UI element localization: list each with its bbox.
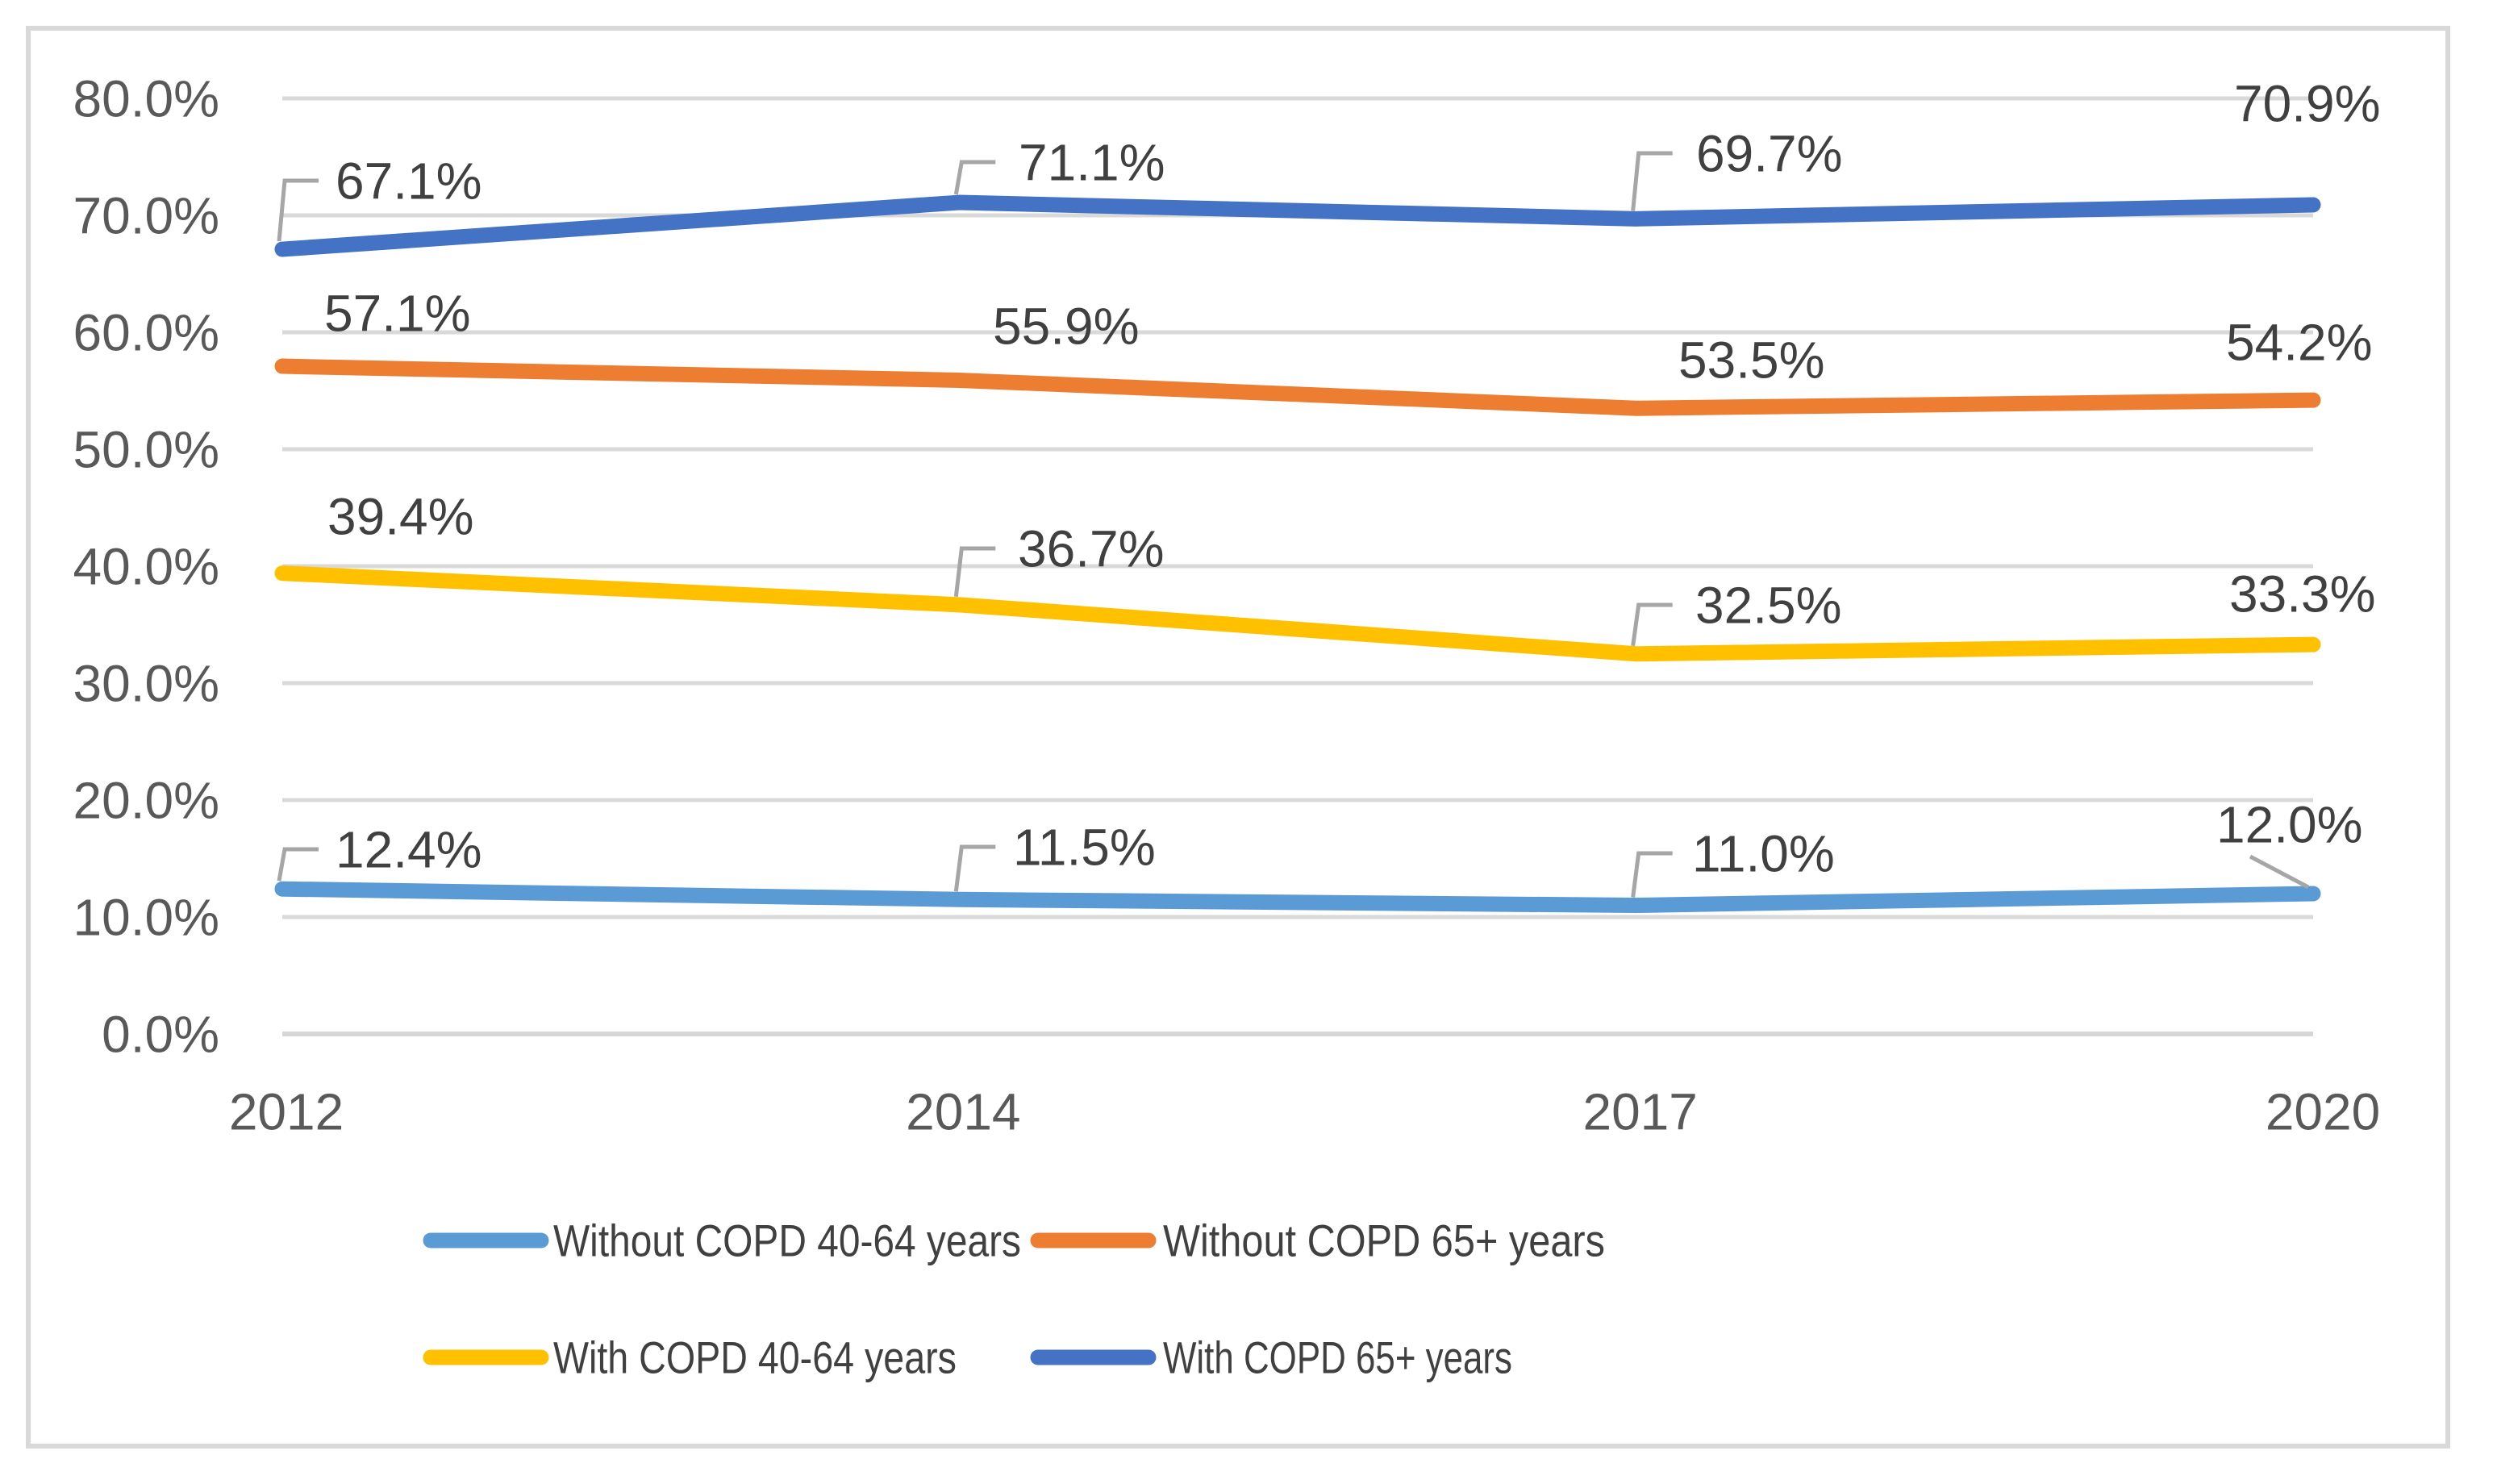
data-label-without-copd-40-64-years: 12.4% bbox=[336, 820, 481, 878]
x-axis-tick-label: 2014 bbox=[906, 1082, 1020, 1140]
data-label-without-copd-65-years: 53.5% bbox=[1678, 331, 1824, 389]
data-label-leader-line bbox=[953, 546, 996, 598]
data-label-with-copd-40-64-years: 36.7% bbox=[1018, 519, 1164, 577]
data-label-without-copd-65-years: 57.1% bbox=[324, 284, 470, 342]
data-label-leader-line bbox=[953, 160, 996, 195]
data-label-leader-line bbox=[1631, 151, 1673, 211]
series-line-without-copd-40-64-years bbox=[274, 881, 2321, 913]
legend-label-without-copd-40-64-years: Without COPD 40-64 years bbox=[553, 1215, 1021, 1266]
data-label-leader-line bbox=[277, 178, 319, 242]
data-label-with-copd-65-years: 71.1% bbox=[1019, 133, 1165, 191]
data-label-without-copd-40-64-years: 11.0% bbox=[1692, 824, 1835, 882]
data-label-leader-line bbox=[1631, 851, 1673, 898]
data-label-leader-line bbox=[1631, 602, 1673, 647]
series-line-with-copd-65-years bbox=[274, 194, 2321, 257]
y-axis-tick-label: 10.0% bbox=[73, 888, 219, 946]
data-label-without-copd-40-64-years: 12.0% bbox=[2216, 795, 2362, 853]
figure-border bbox=[26, 26, 2450, 1449]
data-label-with-copd-40-64-years: 32.5% bbox=[1695, 576, 1841, 634]
y-axis-tick-label: 80.0% bbox=[73, 69, 219, 127]
y-axis-tick-label: 70.0% bbox=[73, 186, 219, 244]
data-label-leader-line bbox=[277, 847, 319, 882]
y-axis-tick-label: 40.0% bbox=[73, 537, 219, 595]
y-axis-tick-label: 20.0% bbox=[73, 771, 219, 829]
data-label-without-copd-65-years: 54.2% bbox=[2226, 313, 2372, 371]
x-axis-tick-label: 2020 bbox=[2266, 1082, 2380, 1140]
data-label-with-copd-40-64-years: 33.3% bbox=[2229, 565, 2375, 623]
y-axis-tick-label: 60.0% bbox=[73, 303, 219, 361]
data-label-without-copd-40-64-years: 11.5% bbox=[1013, 818, 1156, 876]
x-axis-tick-label: 2012 bbox=[229, 1082, 344, 1140]
x-axis-tick-label: 2017 bbox=[1582, 1082, 1697, 1140]
y-axis-tick-label: 30.0% bbox=[73, 654, 219, 712]
y-axis-tick-label: 0.0% bbox=[102, 1005, 219, 1063]
y-axis-tick-label: 50.0% bbox=[73, 420, 219, 478]
data-label-with-copd-40-64-years: 39.4% bbox=[327, 487, 473, 545]
legend-label-without-copd-65-years: Without COPD 65+ years bbox=[1163, 1215, 1605, 1266]
series-line-without-copd-65-years bbox=[274, 358, 2321, 416]
data-label-with-copd-65-years: 70.9% bbox=[2234, 74, 2380, 132]
data-label-leader-line bbox=[2249, 854, 2310, 890]
data-label-without-copd-65-years: 55.9% bbox=[993, 297, 1139, 355]
legend-label-with-copd-65-years: With COPD 65+ years bbox=[1163, 1332, 1512, 1383]
data-label-leader-line bbox=[953, 844, 996, 892]
legend-label-with-copd-40-64-years: With COPD 40-64 years bbox=[553, 1332, 957, 1383]
data-label-with-copd-65-years: 69.7% bbox=[1696, 124, 1842, 182]
series-line-with-copd-40-64-years bbox=[274, 565, 2321, 662]
data-label-with-copd-65-years: 67.1% bbox=[336, 152, 481, 210]
